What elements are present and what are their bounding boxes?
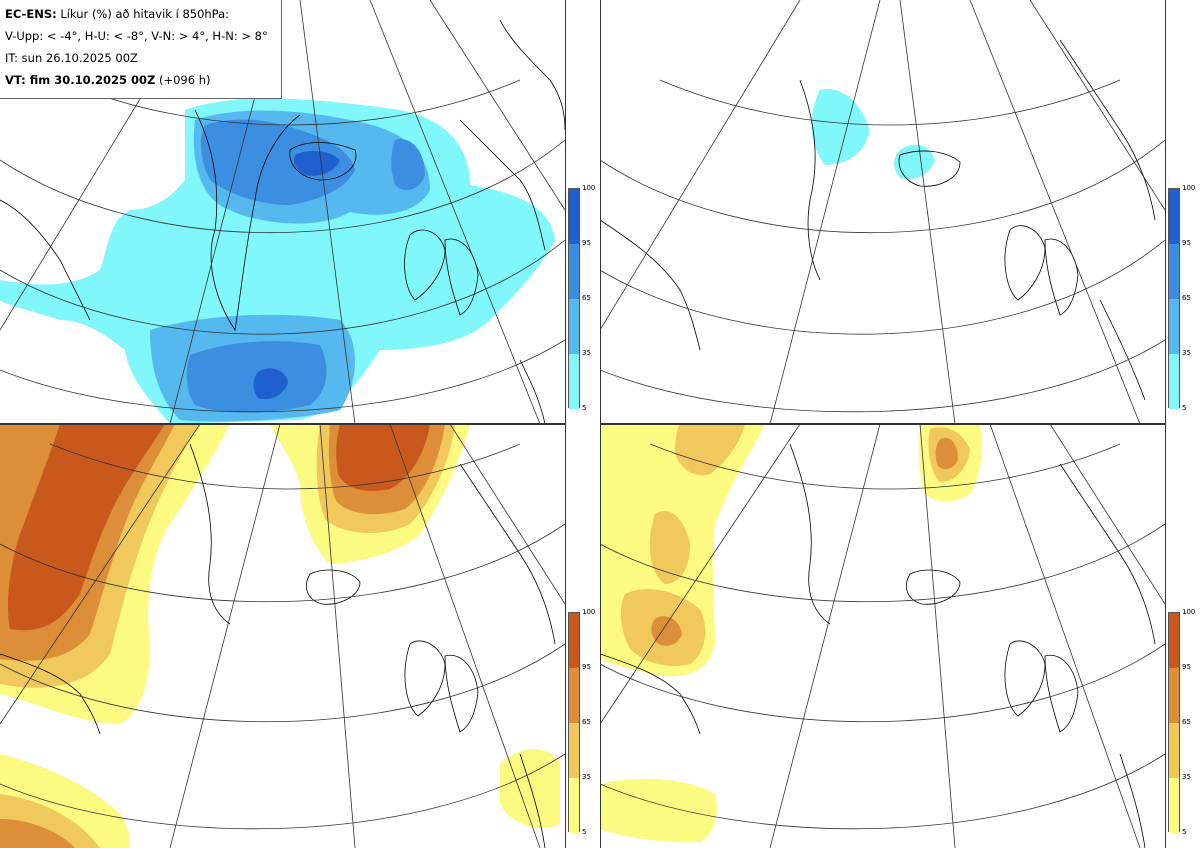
colorbar-warm-lower-right: 100 95 65 35 5 <box>1168 608 1198 836</box>
colorbar-tick: 65 <box>582 718 591 726</box>
panel-upper-left: 100 95 65 35 5 <box>0 0 600 424</box>
cold-region-65 <box>186 119 425 413</box>
cold-probability-shading <box>0 98 555 424</box>
title-text: Líkur (%) að hitavik í 850hPa: <box>60 7 230 21</box>
colorbar-tick: 35 <box>582 349 591 357</box>
cold-probability-shading <box>811 89 935 180</box>
cold-region-95 <box>253 150 340 400</box>
colorbar-segment-5 <box>1169 778 1179 833</box>
cold-region-5 <box>811 89 935 180</box>
colorbar-tick: 35 <box>582 773 591 781</box>
colorbar-segment-65 <box>1169 668 1179 723</box>
colorbar-segment-95 <box>1169 613 1179 668</box>
model-label: EC-ENS: <box>5 7 57 21</box>
colorbar-tick: 100 <box>1182 184 1196 192</box>
info-title-line: EC-ENS: Líkur (%) að hitavik í 850hPa: <box>5 6 276 28</box>
colorbar-tick: 95 <box>1182 239 1191 247</box>
colorbar-tick: 35 <box>1182 773 1191 781</box>
colorbar-segment-95 <box>569 613 579 668</box>
cold-region-35 <box>150 110 430 422</box>
warm-probability-shading <box>0 424 560 848</box>
colorbar-tick: 65 <box>582 294 591 302</box>
colorbar-tick: 5 <box>1182 404 1187 412</box>
colorbar-bar <box>568 612 580 833</box>
colorbar-tick: 100 <box>582 184 596 192</box>
colorbar-warm-lower-left: 100 95 65 35 5 <box>568 608 598 836</box>
thresholds-text: V-Upp: < -4°, H-U: < -8°, V-N: > 4°, H-N… <box>5 29 268 43</box>
panel-lower-right: 100 95 65 35 5 <box>600 424 1200 848</box>
colorbar-tick: 5 <box>582 828 587 836</box>
info-box: EC-ENS: Líkur (%) að hitavik í 850hPa: V… <box>0 0 282 99</box>
map-upper-left <box>0 0 565 424</box>
coastlines <box>600 39 1156 401</box>
colorbar-segment-65 <box>569 668 579 723</box>
coastlines <box>600 443 1156 848</box>
graticule <box>0 424 565 848</box>
panel-upper-right: 100 95 65 35 5 <box>600 0 1200 424</box>
colorbar-tick: 95 <box>582 663 591 671</box>
colorbar-segment-35 <box>1169 299 1179 354</box>
frame-line-right-panel-edge <box>1165 0 1166 848</box>
colorbar-segment-95 <box>569 189 579 244</box>
coastlines <box>0 19 565 424</box>
panel-lower-left: 100 95 65 35 5 <box>0 424 600 848</box>
lead-time-text: (+096 h) <box>158 73 211 87</box>
graticule <box>600 424 1165 848</box>
coastlines <box>0 443 556 848</box>
colorbar-bar <box>1168 612 1180 833</box>
colorbar-segment-65 <box>1169 244 1179 299</box>
map-lower-right <box>600 424 1165 848</box>
frame-line-horizontal-right <box>600 423 1165 425</box>
colorbar-segment-35 <box>569 299 579 354</box>
valid-time-label: VT: fim 30.10.2025 00Z <box>5 73 156 87</box>
colorbar-tick: 65 <box>1182 718 1191 726</box>
colorbar-tick: 95 <box>1182 663 1191 671</box>
colorbar-segment-35 <box>569 723 579 778</box>
frame-line-left-panel-edge <box>565 0 566 848</box>
colorbar-bar <box>568 188 580 409</box>
map-lower-left <box>0 424 565 848</box>
map-upper-right <box>600 0 1165 424</box>
colorbar-segment-65 <box>569 244 579 299</box>
colorbar-tick: 35 <box>1182 349 1191 357</box>
colorbar-tick: 100 <box>582 608 596 616</box>
graticule <box>600 0 1165 424</box>
colorbar-tick: 65 <box>1182 294 1191 302</box>
colorbar-segment-95 <box>1169 189 1179 244</box>
colorbar-tick: 100 <box>1182 608 1196 616</box>
colorbar-segment-5 <box>1169 354 1179 409</box>
colorbar-tick: 5 <box>582 404 587 412</box>
warm-region-5 <box>600 424 982 843</box>
colorbar-cold-upper-right: 100 95 65 35 5 <box>1168 184 1198 412</box>
colorbar-tick: 95 <box>582 239 591 247</box>
colorbar-tick: 5 <box>1182 828 1187 836</box>
frame-line-horizontal-left <box>0 423 565 425</box>
warm-region-65 <box>0 424 445 848</box>
initial-time-text: IT: sun 26.10.2025 00Z <box>5 51 138 65</box>
valid-time-line: VT: fim 30.10.2025 00Z (+096 h) <box>5 72 276 94</box>
colorbar-segment-35 <box>1169 723 1179 778</box>
colorbar-bar <box>1168 188 1180 409</box>
warm-probability-shading <box>600 424 982 843</box>
colorbar-cold-upper-left: 100 95 65 35 5 <box>568 184 598 412</box>
colorbar-segment-5 <box>569 778 579 833</box>
warm-region-95 <box>8 424 430 631</box>
colorbar-segment-5 <box>569 354 579 409</box>
